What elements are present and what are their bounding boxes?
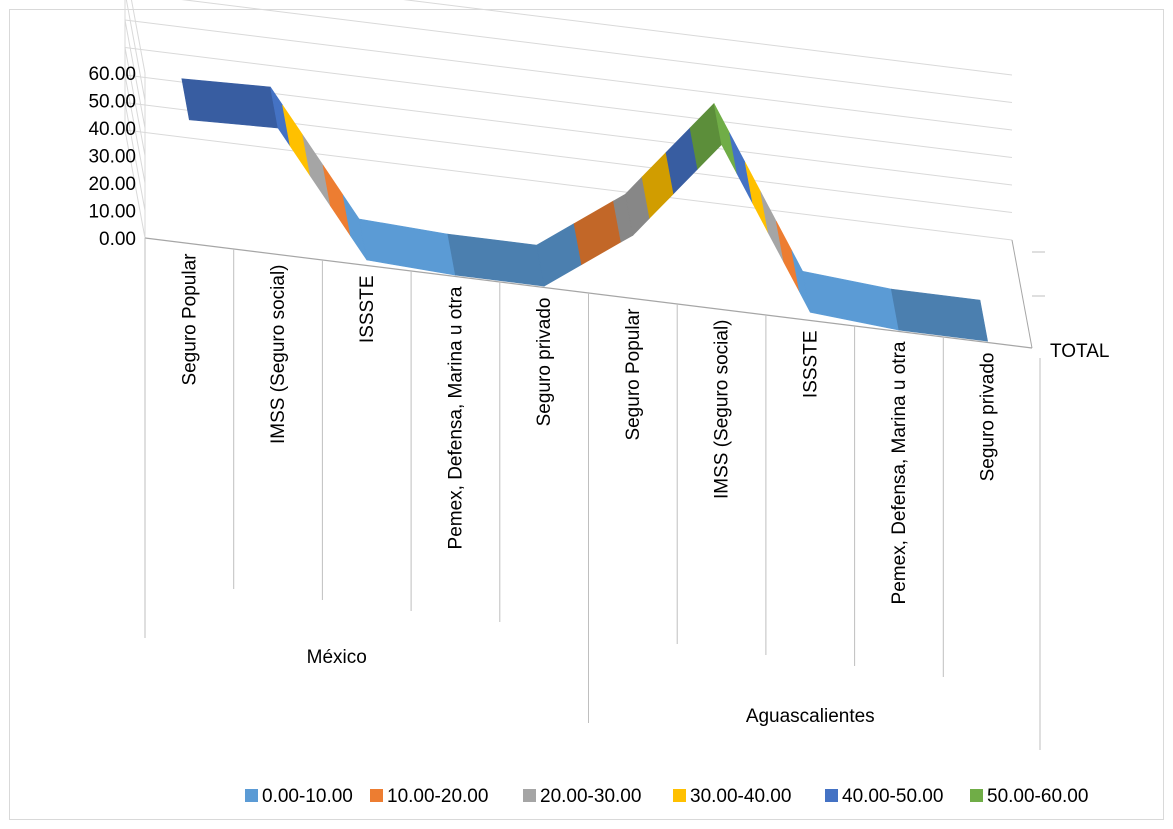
category-label: Seguro Popular — [179, 253, 200, 386]
category-label: Seguro Popular — [623, 308, 644, 441]
legend-label: 0.00-10.00 — [262, 786, 353, 807]
surface-patch — [744, 162, 769, 233]
z-tick-label: 50.00 — [88, 92, 136, 113]
surface-patch — [890, 288, 988, 342]
surface-patch — [181, 78, 279, 129]
group-label: Aguascalientes — [746, 706, 875, 727]
gridline — [130, 0, 1013, 76]
gridline — [124, 129, 1013, 241]
category-label: Seguro privado — [978, 353, 999, 482]
axis-layer: 0.00 10.00 20.00 30.00 40.00 50.00 60.00 Seguro… — [88, 64, 1109, 750]
z-tick-label: 10.00 — [88, 202, 136, 223]
legend-label: 10.00-20.00 — [387, 786, 488, 807]
legend-swatch — [523, 789, 536, 802]
legend-swatch — [245, 789, 258, 802]
category-label: Pemex, Defensa, Marina u otra — [889, 341, 910, 604]
legend-label: 40.00-50.00 — [842, 786, 943, 807]
legend-swatch — [673, 789, 686, 802]
category-label: ISSSTE — [800, 331, 821, 399]
series-label: TOTAL — [1050, 341, 1109, 362]
surface-patch — [760, 191, 785, 263]
legend-swatch — [825, 789, 838, 802]
surface-patch — [536, 223, 582, 287]
legend-swatch — [370, 789, 383, 802]
z-tick-label: 60.00 — [88, 64, 136, 85]
surface-layer — [181, 78, 988, 342]
category-label: Seguro privado — [534, 298, 555, 427]
category-label: ISSSTE — [357, 276, 378, 344]
z-tick-label: 40.00 — [88, 119, 136, 140]
z-tick-label: 0.00 — [99, 229, 136, 250]
z-tick-label: 20.00 — [88, 174, 136, 195]
category-label: Pemex, Defensa, Marina u otra — [445, 286, 466, 549]
category-label: IMSS (Seguro social) — [268, 265, 289, 445]
surface-patch — [447, 233, 545, 287]
surface-patch — [573, 200, 622, 266]
legend-swatch — [970, 789, 983, 802]
chart-border — [9, 9, 1164, 820]
legend: 0.00-10.00 10.00-20.00 20.00-30.00 30.00-40… — [245, 786, 1088, 807]
category-label: IMSS (Seguro social) — [712, 320, 733, 500]
group-label: México — [307, 647, 367, 668]
legend-label: 30.00-40.00 — [690, 786, 791, 807]
legend-label: 50.00-60.00 — [987, 786, 1088, 807]
depth-axis-line — [1011, 239, 1033, 349]
surface-patch — [729, 132, 753, 204]
surface-patch — [775, 221, 800, 292]
z-tick-label: 30.00 — [88, 147, 136, 168]
legend-label: 20.00-30.00 — [540, 786, 641, 807]
gridline — [125, 0, 1013, 103]
